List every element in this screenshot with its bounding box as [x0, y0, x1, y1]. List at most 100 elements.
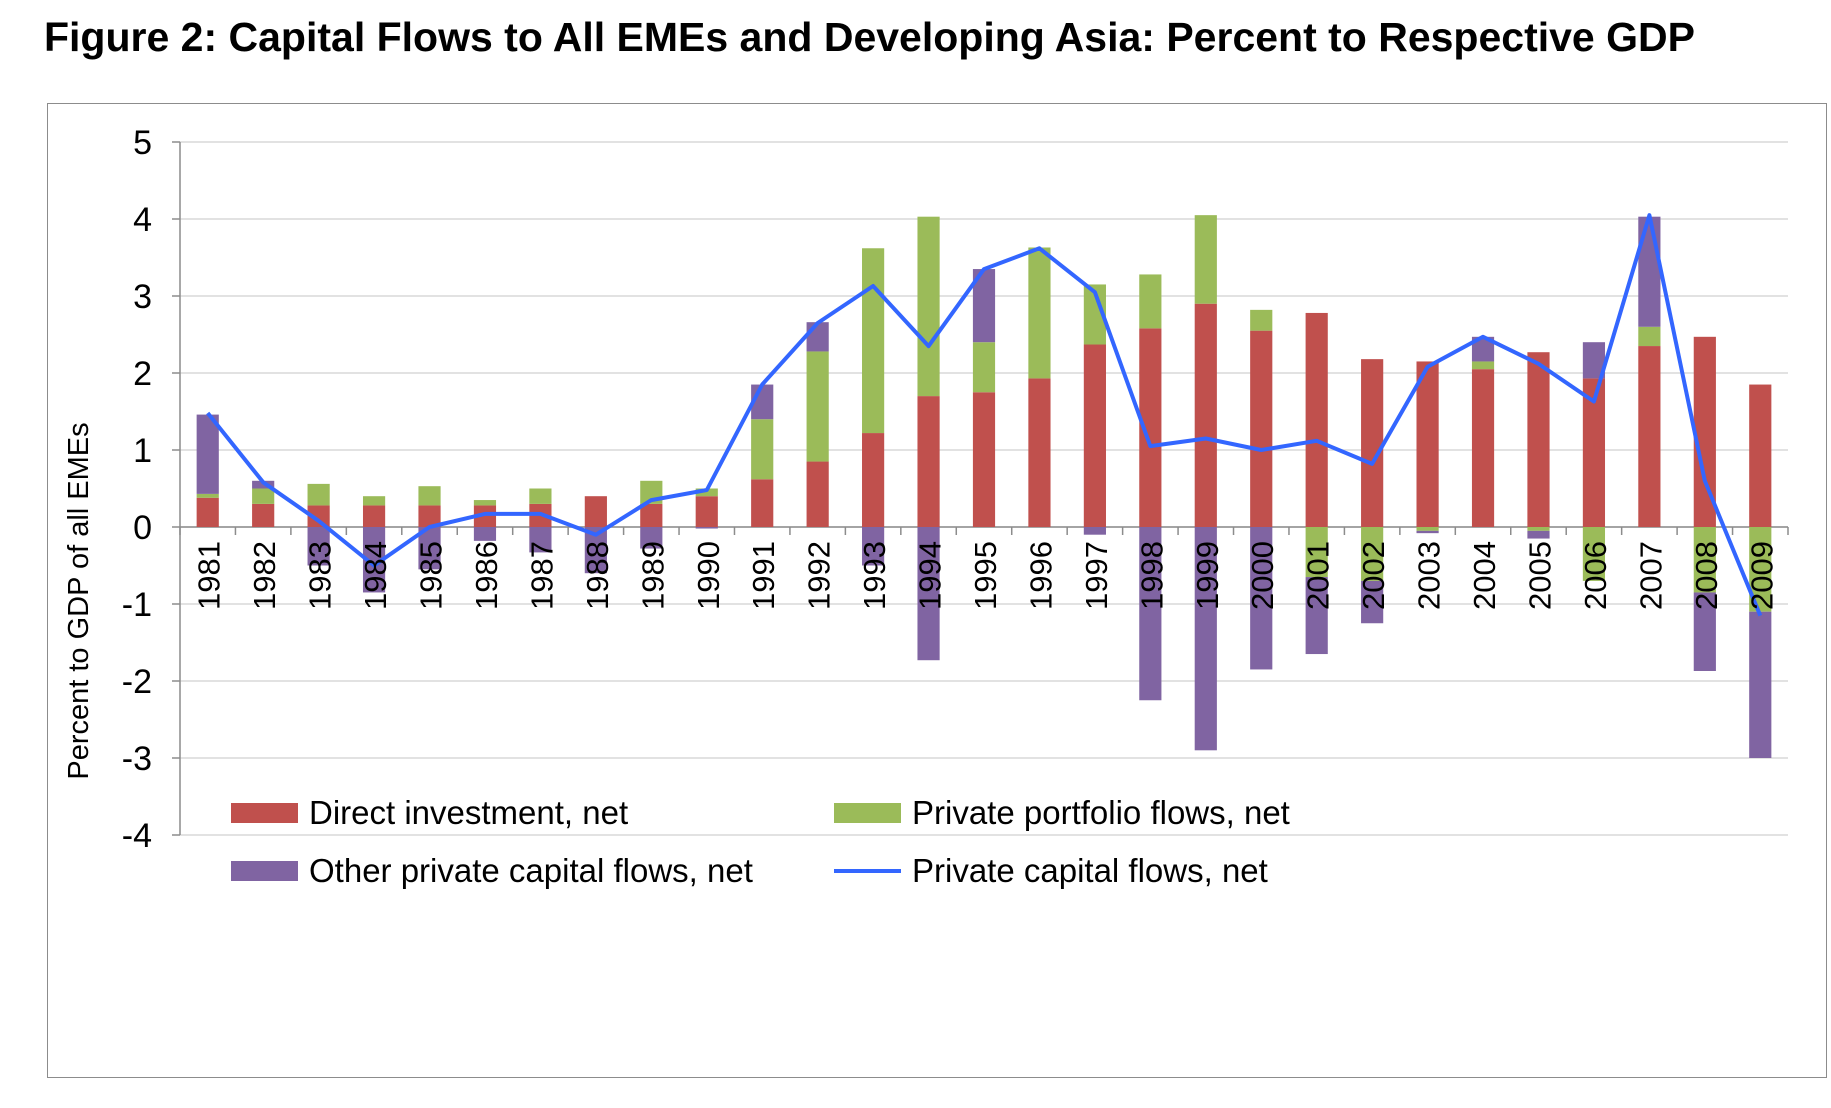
- y-tick-labels: 5 4 3 2 1 0 -1 -2 -3 -4: [122, 124, 152, 855]
- bar: [1250, 330, 1273, 527]
- legend-swatch: [834, 803, 901, 823]
- chart: 1981 1982 1983 1984 1985 1986 1987 1988 1989 1990…: [63, 124, 1789, 889]
- bar: [806, 461, 829, 527]
- bar: [196, 493, 219, 498]
- bar: [972, 342, 996, 393]
- x-tick-label: 1999: [1190, 541, 1225, 610]
- bar: [1527, 527, 1550, 531]
- bar: [1582, 527, 1606, 581]
- y-axis-label: Percent to GDP of all EMEs: [63, 422, 95, 779]
- bar: [1693, 527, 1716, 593]
- line-series: [206, 213, 1763, 617]
- bar: [252, 503, 275, 527]
- bar: [1305, 312, 1328, 527]
- bar: [1693, 592, 1716, 671]
- bar: [1083, 284, 1106, 345]
- bar: [695, 488, 718, 497]
- bar: [529, 488, 552, 504]
- bar: [473, 505, 497, 527]
- bar: [1028, 247, 1051, 379]
- bar: [1250, 527, 1273, 670]
- bar: [972, 392, 996, 527]
- bar: [1527, 352, 1550, 527]
- bar: [307, 527, 330, 566]
- bar: [1471, 369, 1495, 527]
- y-tick-label: 3: [133, 278, 152, 316]
- y-tick-label: 2: [133, 355, 152, 393]
- x-tick-label: 2009: [1744, 541, 1779, 610]
- y-tick-label: 0: [133, 509, 152, 547]
- bar: [584, 527, 607, 574]
- bar: [1527, 530, 1550, 539]
- bar: [917, 527, 940, 661]
- x-tick-label: 2008: [1689, 541, 1724, 610]
- bar: [695, 527, 718, 529]
- bar: [529, 527, 552, 553]
- x-tick-label: 1985: [414, 541, 449, 610]
- bar: [862, 527, 885, 566]
- bar: [362, 505, 386, 527]
- bar: [862, 433, 885, 527]
- bar: [862, 248, 885, 434]
- bar: [640, 503, 663, 527]
- bar: [917, 396, 940, 527]
- x-tick-label: 2006: [1578, 541, 1613, 610]
- bar: [1139, 328, 1162, 527]
- x-tick-labels: 1981 1982 1983 1984 1985 1986 1987 1988 1989 1990…: [192, 541, 1780, 610]
- y-tick-label: -4: [122, 817, 152, 855]
- x-tick-label: 1981: [192, 541, 227, 610]
- y-tick-label: 4: [133, 201, 152, 239]
- bar: [1250, 309, 1273, 331]
- chart-frame: 1981 1982 1983 1984 1985 1986 1987 1988 1989 1990…: [47, 103, 1827, 1078]
- bar: [1693, 336, 1716, 527]
- x-tick-label: 1986: [469, 541, 504, 610]
- legend-swatch: [231, 803, 298, 823]
- legend-label: Other private capital flows, net: [309, 852, 753, 889]
- legend-swatch: [231, 861, 298, 881]
- bar: [1361, 359, 1384, 527]
- bar: [751, 479, 774, 527]
- x-tick-label: 1991: [746, 541, 781, 610]
- x-tick-label: 2005: [1523, 541, 1558, 610]
- bar: [307, 505, 330, 527]
- bar: [307, 483, 330, 506]
- bar: [473, 500, 497, 506]
- bar: [1582, 342, 1606, 379]
- x-tick-label: 1987: [524, 541, 559, 610]
- x-tick-label: 1996: [1023, 541, 1058, 610]
- series-line-private-capital-flows: [206, 213, 1763, 617]
- legend-label: Private capital flows, net: [912, 852, 1268, 889]
- bar: [1638, 326, 1661, 347]
- bar: [806, 351, 829, 462]
- bar: [1416, 527, 1439, 531]
- bar: [1305, 577, 1328, 655]
- x-tick-label: 1992: [802, 541, 837, 610]
- y-tick-label: 1: [133, 432, 152, 470]
- legend: Direct investment, net Private portfolio …: [231, 794, 1290, 889]
- bar: [1416, 530, 1439, 534]
- x-tick-label: 1984: [358, 541, 393, 610]
- x-tick-label: 2001: [1301, 541, 1336, 610]
- bar: [806, 322, 829, 352]
- x-tick-label: 2000: [1245, 541, 1280, 610]
- x-tick-label: 1998: [1134, 541, 1169, 610]
- bar: [362, 496, 386, 506]
- bar: [1194, 527, 1217, 751]
- legend-label: Direct investment, net: [309, 794, 628, 831]
- bar: [972, 269, 996, 343]
- x-tick-label: 1990: [691, 541, 726, 610]
- bar: [1139, 274, 1162, 329]
- bar: [1083, 344, 1106, 527]
- y-tick-label: 5: [133, 124, 152, 162]
- x-tick-label: 1988: [580, 541, 615, 610]
- x-tick-label: 2004: [1467, 541, 1502, 610]
- x-tick-label: 1997: [1079, 541, 1114, 610]
- bar: [418, 505, 441, 527]
- bar: [1361, 527, 1384, 581]
- x-tick-label: 1993: [857, 541, 892, 610]
- bar: [1582, 378, 1606, 527]
- y-tick-label: -2: [122, 663, 152, 701]
- bar: [1638, 216, 1661, 327]
- bar: [362, 527, 386, 593]
- bar: [1083, 527, 1106, 535]
